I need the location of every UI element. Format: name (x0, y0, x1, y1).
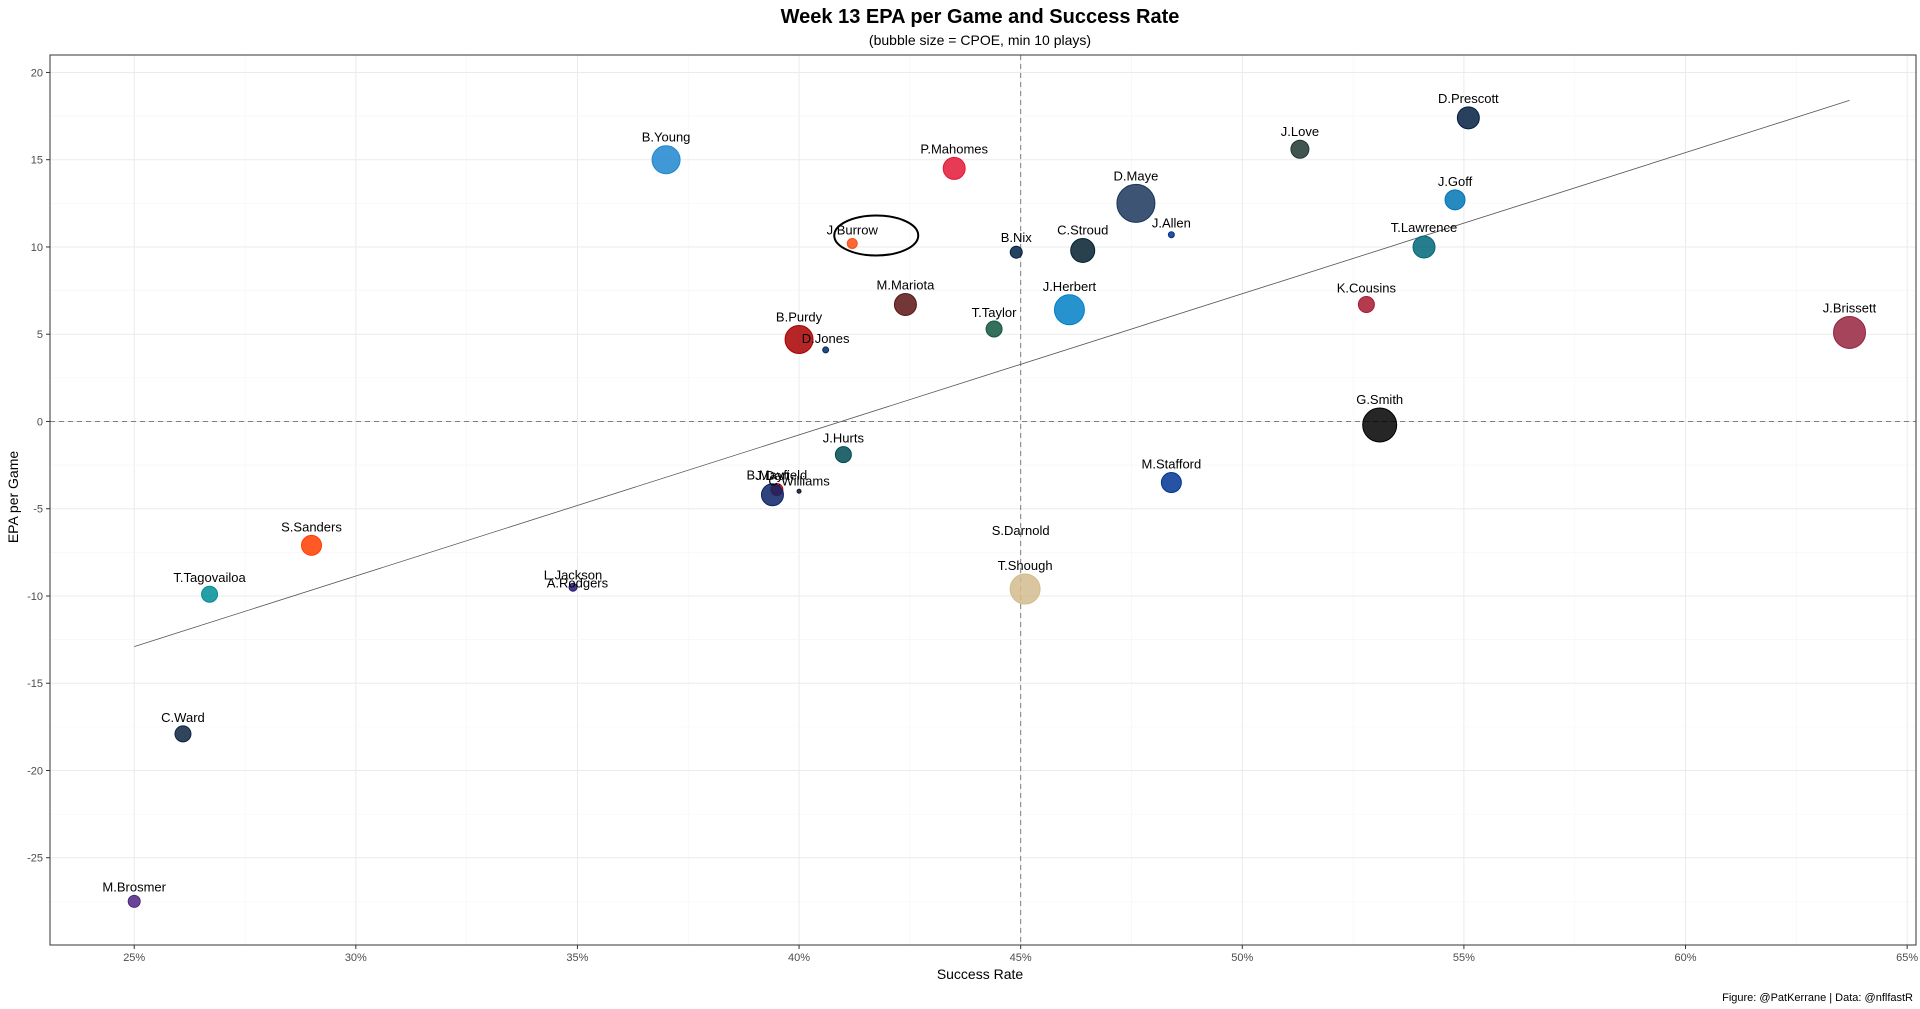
point-j-herbert[interactable] (1053, 294, 1085, 326)
y-tick-label: 20 (31, 67, 43, 79)
point-d-prescott[interactable] (1456, 106, 1480, 130)
point-s-sanders[interactable] (301, 534, 323, 556)
label-m-stafford: M.Stafford (1142, 457, 1202, 472)
label-t-lawrence: T.Lawrence (1391, 220, 1457, 235)
label-b-nix: B.Nix (1001, 230, 1033, 245)
label-m-mariota: M.Mariota (877, 278, 936, 293)
label-c-williams: C.Williams (768, 473, 830, 488)
point-p-mahomes[interactable] (942, 156, 966, 180)
point-t-taylor[interactable] (985, 320, 1003, 338)
point-b-young[interactable] (651, 145, 681, 175)
label-j-allen: J.Allen (1152, 216, 1191, 231)
label-p-mahomes: P.Mahomes (920, 141, 988, 156)
label-s-darnold: S.Darnold (992, 523, 1050, 538)
highlight-ellipse (833, 214, 920, 257)
point-j-goff[interactable] (1444, 189, 1466, 211)
x-tick-label: 45% (1010, 952, 1032, 964)
x-tick-label: 40% (788, 952, 810, 964)
label-g-smith: G.Smith (1356, 392, 1403, 407)
point-c-ward[interactable] (174, 725, 192, 743)
y-axis-ticks: -25 -20 -15 -10 -5 0 5 10 15 20 (27, 67, 50, 865)
point-k-cousins[interactable] (1357, 296, 1375, 314)
label-l-jackson: L.Jackson (544, 567, 603, 582)
y-tick-label: 15 (31, 155, 43, 167)
reference-lines (50, 55, 1916, 945)
point-j-dart[interactable] (760, 483, 784, 507)
y-tick-label: 0 (37, 416, 43, 428)
point-t-lawrence[interactable] (1412, 235, 1436, 259)
label-a-rodgers: A.Rodgers (547, 575, 609, 590)
trend-line (134, 99, 1850, 647)
highlight-group (833, 214, 920, 257)
x-tick-label: 35% (566, 952, 588, 964)
chart-subtitle: (bubble size = CPOE, min 10 plays) (869, 32, 1091, 48)
label-j-hurts: J.Hurts (823, 431, 865, 446)
point-labels: B.YoungP.MahomesJ.BurrowD.MayeJ.AllenB.N… (102, 91, 1876, 895)
label-t-shough: T.Shough (998, 558, 1053, 573)
chart-caption: Figure: @PatKerrane | Data: @nflfastR (1722, 992, 1913, 1004)
point-j-love[interactable] (1290, 139, 1310, 159)
data-points (127, 106, 1867, 908)
point-m-mariota[interactable] (893, 293, 917, 317)
point-l-jackson[interactable] (568, 582, 578, 592)
label-t-tagovailoa: T.Tagovailoa (173, 570, 246, 585)
point-g-smith[interactable] (1362, 407, 1398, 443)
point-c-williams[interactable] (796, 488, 802, 494)
y-tick-label: 10 (31, 242, 43, 254)
point-m-stafford[interactable] (1160, 472, 1182, 494)
label-d-jones: D.Jones (802, 331, 850, 346)
label-k-cousins: K.Cousins (1337, 281, 1397, 296)
label-j-goff: J.Goff (1438, 174, 1473, 189)
label-m-brosmer: M.Brosmer (102, 879, 166, 894)
plot-border (49, 54, 1917, 946)
point-d-jones[interactable] (822, 346, 830, 354)
x-axis-ticks: 25% 30% 35% 40% 45% 50% 55% 60% 65% (123, 945, 1918, 964)
x-tick-label: 30% (345, 952, 367, 964)
point-m-brosmer[interactable] (127, 894, 141, 908)
point-j-allen[interactable] (1167, 231, 1175, 239)
y-tick-label: -5 (33, 504, 43, 516)
chart-title: Week 13 EPA per Game and Success Rate (781, 6, 1180, 28)
x-tick-label: 55% (1453, 952, 1475, 964)
x-axis-title: Success Rate (937, 966, 1024, 982)
x-tick-label: 60% (1675, 952, 1697, 964)
y-tick-label: -10 (27, 591, 43, 603)
label-j-love: J.Love (1281, 124, 1319, 139)
label-j-herbert: J.Herbert (1043, 279, 1097, 294)
point-b-purdy[interactable] (784, 324, 814, 354)
point-b-nix[interactable] (1009, 245, 1023, 259)
point-d-maye[interactable] (1116, 183, 1156, 223)
label-c-ward: C.Ward (161, 710, 205, 725)
label-t-taylor: T.Taylor (972, 305, 1017, 320)
point-t-tagovailoa[interactable] (201, 585, 219, 603)
label-b-young: B.Young (642, 130, 691, 145)
label-d-prescott: D.Prescott (1438, 91, 1499, 106)
y-tick-label: -15 (27, 678, 43, 690)
point-j-hurts[interactable] (834, 446, 852, 464)
y-tick-label: -25 (27, 853, 43, 865)
point-j-brissett[interactable] (1833, 315, 1867, 349)
y-axis-title: EPA per Game (5, 451, 21, 544)
label-b-purdy: B.Purdy (776, 309, 823, 324)
label-c-stroud: C.Stroud (1057, 222, 1108, 237)
point-j-burrow[interactable] (846, 237, 858, 249)
label-j-dart: J.Dart (755, 468, 790, 483)
point-c-stroud[interactable] (1070, 237, 1096, 263)
label-b-mayfield: B.Mayfield (747, 468, 808, 483)
x-tick-label: 50% (1231, 952, 1253, 964)
label-d-maye: D.Maye (1114, 168, 1159, 183)
point-t-shough[interactable] (1009, 573, 1041, 605)
label-s-sanders: S.Sanders (281, 519, 342, 534)
trend-line-group (134, 99, 1850, 647)
y-tick-label: -20 (27, 765, 43, 777)
y-tick-label: 5 (37, 329, 43, 341)
label-j-brissett: J.Brissett (1823, 300, 1877, 315)
x-tick-label: 25% (123, 952, 145, 964)
x-tick-label: 65% (1896, 952, 1918, 964)
